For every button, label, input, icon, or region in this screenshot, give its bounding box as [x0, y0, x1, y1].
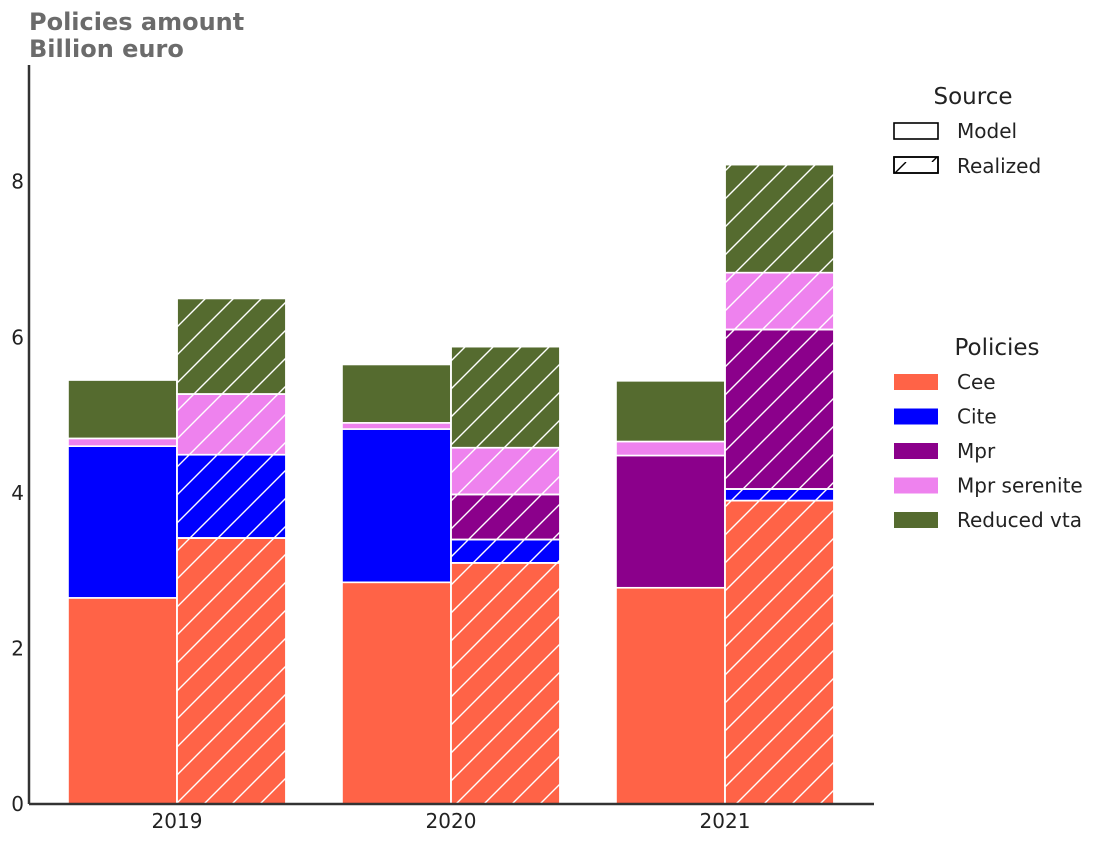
legend-swatch-mpr — [894, 443, 938, 459]
y-tick-labels: 0 2 4 6 8 — [11, 170, 24, 816]
hatch-2020-mpr — [450, 493, 561, 541]
legend-model-label: Model — [957, 119, 1017, 143]
hatch-2020-cite — [450, 538, 561, 564]
bar-2021-model-cee — [615, 586, 726, 805]
hatch-2021-reduced-vta — [724, 163, 835, 274]
bar-2020-model-reduced-vta — [341, 363, 452, 424]
legend-label-mpr-serenite: Mpr serenite — [957, 474, 1083, 498]
policies-legend: Policies Cee Cite Mpr Mpr serenite Reduced v… — [894, 335, 1083, 532]
y-tick-label: 2 — [11, 636, 24, 660]
y-tick-label: 0 — [11, 792, 24, 816]
source-legend-title: Source — [934, 84, 1013, 110]
realized-swatch — [893, 156, 939, 174]
hatch-2021-mpr-serenite — [724, 271, 835, 331]
legend-label-cee: Cee — [957, 370, 996, 394]
hatch-2020-reduced-vta — [450, 345, 561, 449]
hatch-2019-reduced-vta — [176, 297, 287, 395]
legend-swatch-mpr-serenite — [894, 477, 938, 494]
bar-2020-model-mpr-serenite — [341, 422, 452, 430]
legend-swatch-cite — [894, 408, 938, 425]
legend-realized-label: Realized — [957, 154, 1041, 178]
chart-subtitle: Billion euro — [29, 35, 184, 63]
bar-2019-model-cite — [67, 445, 178, 599]
legend-swatch-reduced-vta — [894, 512, 938, 528]
x-tick-label: 2020 — [426, 809, 477, 833]
legend-label-mpr: Mpr — [957, 439, 996, 463]
hatch-2019-cite — [176, 453, 287, 539]
legend-label-reduced-vta: Reduced vta — [957, 508, 1082, 532]
hatch-2021-cee — [724, 499, 835, 805]
x-tick-labels: 2019 2020 2021 — [152, 809, 751, 833]
chart-title: Policies amount — [29, 8, 244, 36]
legend-label-cite: Cite — [957, 405, 997, 429]
bar-2019-model-mpr-serenite — [67, 437, 178, 447]
x-tick-label: 2021 — [700, 809, 751, 833]
hatch-2019-mpr-serenite — [176, 393, 287, 456]
y-tick-label: 4 — [11, 481, 24, 505]
source-legend: Source Model Realized — [893, 84, 1041, 178]
bar-2021-model-reduced-vta — [615, 380, 726, 443]
policy-legend-items: Cee Cite Mpr Mpr serenite Reduced vta — [894, 370, 1083, 532]
hatch-2020-cee — [450, 562, 561, 805]
bar-2019-model-cee — [67, 597, 178, 805]
y-tick-label: 8 — [11, 170, 24, 194]
hatch-2021-cite — [724, 488, 835, 502]
model-swatch — [893, 122, 939, 140]
bar-2020-model-cite — [341, 428, 452, 584]
hatch-2021-mpr — [724, 328, 835, 490]
bar-2019-model-reduced-vta — [67, 379, 178, 440]
x-tick-label: 2019 — [152, 809, 203, 833]
hatch-2020-mpr-serenite — [450, 446, 561, 496]
bars-group — [67, 163, 835, 805]
hatch-2019-cee — [176, 537, 287, 805]
y-tick-label: 6 — [11, 325, 24, 349]
policies-legend-title: Policies — [954, 335, 1039, 361]
legend-swatch-cee — [894, 374, 938, 390]
bar-2020-model-cee — [341, 581, 452, 805]
bar-2021-model-mpr-serenite — [615, 440, 726, 457]
bar-2021-model-mpr — [615, 454, 726, 589]
